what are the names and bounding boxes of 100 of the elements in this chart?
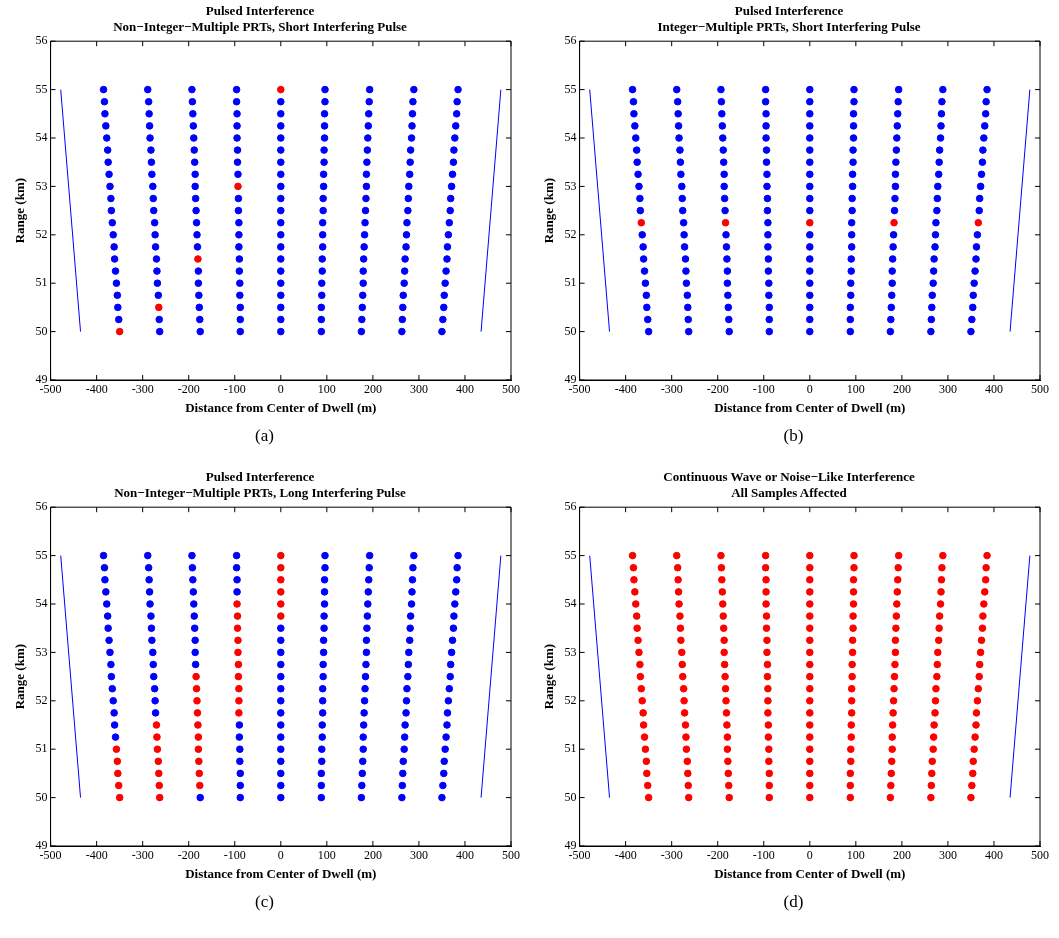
y-tick-label: 50 [35, 323, 48, 338]
y-axis-title: Range (km) [11, 643, 27, 710]
x-tick-label: -200 [177, 382, 200, 397]
y-tick-label: 54 [564, 130, 577, 145]
x-tick-label: -100 [752, 382, 775, 397]
point [154, 303, 163, 312]
point [276, 563, 285, 572]
point [234, 684, 243, 693]
point [276, 600, 285, 608]
x-tick-label: 0 [806, 382, 813, 397]
y-tick-label: 56 [564, 499, 577, 514]
y-tick-label: 50 [564, 323, 577, 338]
x-tick-label: 0 [806, 848, 813, 863]
text: (d) [783, 892, 804, 912]
x-tick-label: 0 [277, 848, 284, 863]
y-tick-label: 54 [35, 596, 48, 611]
y-tick-label: 50 [35, 789, 48, 804]
chart-subtitle: Integer−Multiple PRTs, Short Interfering Pulse [656, 18, 921, 34]
text: (c) [255, 892, 274, 912]
y-tick-label: 55 [564, 547, 577, 562]
point [154, 781, 163, 790]
y-tick-label: 54 [564, 596, 577, 611]
x-tick-label: 400 [984, 382, 1003, 397]
y-tick-label: 51 [564, 741, 577, 756]
y-tick-label: 55 [35, 547, 48, 562]
y-tick-label: 51 [564, 275, 577, 290]
y-tick-label: 51 [35, 275, 48, 290]
point [233, 648, 242, 657]
point [276, 612, 285, 620]
x-tick-label: 100 [846, 848, 865, 863]
x-tick-label: 100 [317, 382, 336, 397]
point [234, 709, 243, 717]
point [232, 600, 241, 608]
x-tick-label: -500 [568, 848, 591, 863]
x-tick-label: 200 [363, 382, 382, 397]
point [152, 733, 161, 741]
x-tick-label: -100 [752, 848, 775, 863]
point [191, 672, 200, 681]
point [234, 672, 242, 681]
y-tick-label: 53 [35, 644, 48, 659]
point [192, 684, 200, 693]
point [193, 709, 201, 717]
point [193, 255, 202, 263]
x-tick-label: 100 [317, 848, 336, 863]
text: (b) [783, 426, 804, 446]
x-tick-label: -300 [131, 848, 154, 863]
point [193, 721, 202, 729]
x-tick-label: -400 [614, 848, 637, 863]
y-axis-title: Range (km) [11, 177, 27, 244]
y-tick-label: 53 [564, 178, 577, 193]
point [153, 745, 161, 753]
point [276, 551, 285, 560]
x-tick-label: 400 [455, 848, 474, 863]
y-tick-label: 56 [35, 33, 48, 48]
x-tick-label: 200 [892, 848, 911, 863]
y-tick-label: 56 [564, 33, 577, 48]
chart-title: Pulsed Interference [205, 3, 314, 19]
chart-title: Continuous Wave or Noise−Like Interference [662, 469, 915, 485]
point [233, 182, 242, 191]
x-tick-label: -200 [706, 848, 729, 863]
x-tick-label: 300 [938, 848, 957, 863]
x-tick-label: 200 [892, 382, 911, 397]
x-axis-title: Distance from Center of Dwell (m) [713, 865, 905, 881]
chart-subtitle: Non−Integer−Multiple PRTs, Long Interfering Pulse [113, 484, 406, 500]
point [113, 757, 121, 766]
x-tick-label: 500 [501, 848, 520, 863]
x-axis-title: Distance from Center of Dwell (m) [713, 399, 905, 415]
y-tick-label: 51 [35, 741, 48, 756]
y-tick-label: 50 [564, 789, 577, 804]
point [276, 588, 285, 596]
point [233, 612, 241, 620]
x-tick-label: -300 [660, 382, 683, 397]
x-tick-label: 300 [409, 848, 428, 863]
x-tick-label: 400 [455, 382, 474, 397]
x-tick-label: -400 [614, 382, 637, 397]
point [276, 576, 285, 584]
x-tick-label: -100 [223, 848, 246, 863]
point [192, 697, 201, 705]
point [113, 769, 122, 778]
point [155, 793, 164, 802]
point [154, 769, 163, 778]
x-tick-label: 400 [984, 848, 1003, 863]
x-tick-label: -200 [177, 848, 200, 863]
x-tick-label: -100 [223, 382, 246, 397]
y-axis-title: Range (km) [540, 643, 556, 710]
x-tick-label: 500 [501, 382, 520, 397]
y-tick-label: 52 [564, 226, 577, 241]
chart-title: Pulsed Interference [734, 3, 843, 19]
y-tick-label: 56 [35, 499, 48, 514]
y-tick-label: 55 [35, 81, 48, 96]
point [114, 781, 123, 790]
y-tick-label: 53 [35, 178, 48, 193]
point [112, 745, 120, 753]
x-tick-label: 300 [938, 382, 957, 397]
y-tick-label: 52 [564, 692, 577, 707]
x-tick-label: 300 [409, 382, 428, 397]
x-tick-label: -400 [85, 848, 108, 863]
point [194, 757, 203, 766]
x-tick-label: -500 [39, 382, 62, 397]
x-tick-label: 200 [363, 848, 382, 863]
